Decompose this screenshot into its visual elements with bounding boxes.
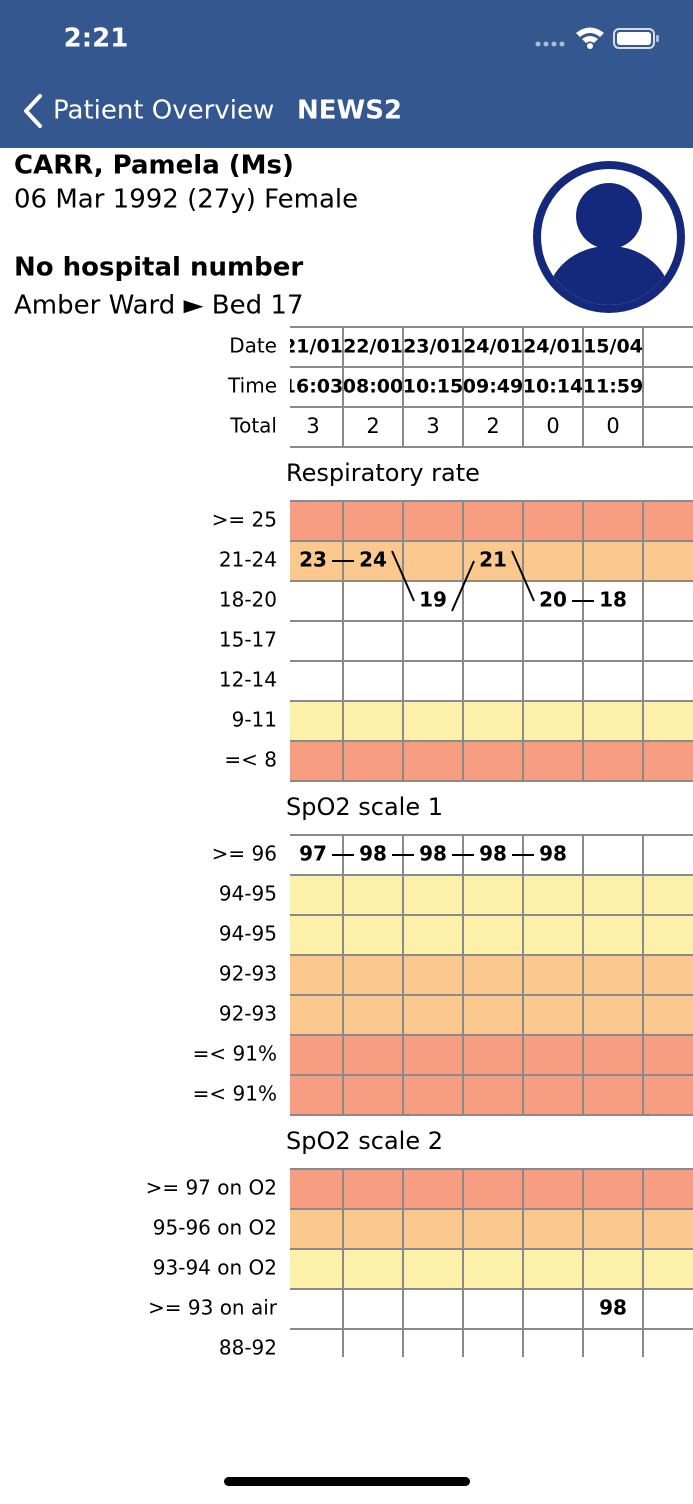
reading: 21 [479, 548, 507, 572]
header-cell: 10:14 [523, 376, 583, 398]
score-band [290, 661, 693, 701]
score-band [290, 1075, 693, 1115]
row-label: >= 96 [212, 842, 277, 866]
section-title: SpO2 scale 1 [286, 793, 443, 821]
header-cell: 10:15 [403, 376, 463, 398]
avatar[interactable] [533, 161, 685, 354]
row-label: 9-11 [232, 708, 277, 732]
score-band [290, 1289, 693, 1329]
header-cell: 3 [306, 414, 319, 438]
reading: 23 [299, 548, 327, 572]
row-label: 95-96 on O2 [153, 1216, 277, 1240]
row-label: >= 25 [212, 508, 277, 532]
row-label: >= 93 on air [148, 1296, 278, 1320]
header-cell: 24/01 [463, 336, 523, 358]
reading: 24 [359, 548, 387, 572]
reading: 98 [479, 842, 507, 866]
section-title: Respiratory rate [286, 459, 480, 487]
header-cell: 09:49 [463, 376, 523, 398]
reading: 18 [599, 588, 627, 612]
row-label: 21-24 [219, 548, 277, 572]
header-cell: 2 [366, 414, 379, 438]
header-label: Time [227, 374, 277, 398]
reading: 98 [539, 842, 567, 866]
row-label: 15-17 [219, 628, 277, 652]
reading: 97 [299, 842, 327, 866]
header-cell: 23/01 [403, 336, 463, 358]
header-cell: 0 [546, 414, 559, 438]
nav-title: NEWS2 [297, 96, 402, 126]
row-label: 92-93 [219, 962, 277, 986]
score-band [290, 1169, 693, 1209]
header-cell: 3 [426, 414, 439, 438]
row-label: 12-14 [219, 668, 277, 692]
patient-details: 06 Mar 1992 (27y) Female [14, 185, 358, 215]
trend-line [511, 550, 535, 602]
header-cell: 21/01 [283, 336, 343, 358]
score-band [290, 915, 693, 955]
score-band [290, 955, 693, 995]
score-band [290, 1209, 693, 1249]
header-cell: 2 [486, 414, 499, 438]
score-band [290, 1035, 693, 1075]
score-band [290, 621, 693, 661]
row-label: =< 91% [193, 1082, 277, 1106]
header-cell: 11:59 [583, 376, 643, 398]
score-band [290, 501, 693, 541]
score-band [290, 1329, 693, 1369]
row-label: 92-93 [219, 1002, 277, 1026]
reading: 20 [539, 588, 567, 612]
reading: 98 [359, 842, 387, 866]
status-icons [535, 27, 659, 49]
header-cell: 15/04 [583, 336, 643, 358]
reading: 98 [599, 1296, 627, 1320]
score-band [290, 701, 693, 741]
section-title: SpO2 scale 2 [286, 1127, 443, 1155]
nav-bar [0, 0, 693, 148]
trend-line [391, 550, 415, 602]
row-label: >= 97 on O2 [146, 1176, 277, 1200]
row-label: 94-95 [219, 922, 277, 946]
header-label: Total [229, 414, 277, 438]
row-labels: Date Time Total Respiratory rate >= 25 21-24 1… [146, 334, 480, 1360]
score-band [290, 581, 693, 621]
row-label: 93-94 on O2 [153, 1256, 277, 1280]
reading: 19 [419, 588, 447, 612]
reading: 98 [419, 842, 447, 866]
row-label: =< 91% [193, 1042, 277, 1066]
score-band [290, 995, 693, 1035]
patient-name: CARR, Pamela (Ms) [14, 151, 294, 181]
row-label: =< 8 [224, 748, 277, 772]
score-band [290, 875, 693, 915]
row-label: 88-92 [219, 1336, 277, 1360]
header-cell: 16:03 [283, 376, 343, 398]
score-band [290, 741, 693, 781]
home-indicator [224, 1477, 470, 1486]
hospital-number: No hospital number [14, 253, 303, 283]
row-label: 94-95 [219, 882, 277, 906]
patient-location: Amber Ward ► Bed 17 [14, 291, 304, 321]
score-band [290, 541, 693, 581]
header-cell: 08:00 [343, 376, 403, 398]
trend-line [451, 560, 475, 612]
header-cell: 0 [606, 414, 619, 438]
header-label: Date [229, 334, 277, 358]
header-cell: 22/01 [343, 336, 403, 358]
header-cell: 24/01 [523, 336, 583, 358]
score-band [290, 835, 693, 875]
row-label: 18-20 [219, 588, 277, 612]
back-chevron[interactable] [24, 94, 42, 128]
back-button[interactable]: Patient Overview [53, 96, 274, 126]
score-band [290, 1249, 693, 1289]
status-time: 2:21 [64, 24, 129, 54]
